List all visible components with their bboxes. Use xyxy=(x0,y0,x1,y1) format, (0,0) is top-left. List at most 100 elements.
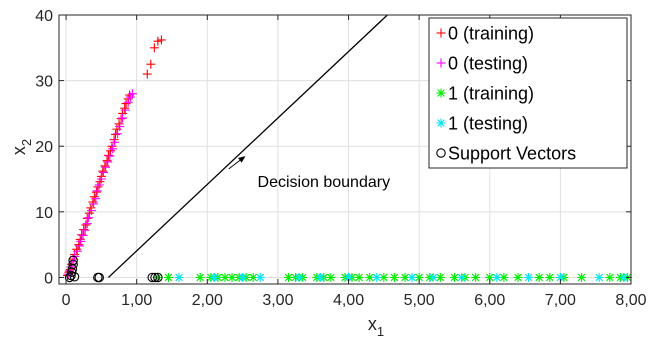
data-point xyxy=(123,97,133,107)
data-point xyxy=(82,219,92,229)
data-point xyxy=(91,194,101,204)
data-point xyxy=(255,272,265,282)
y-tick-label: 0 xyxy=(44,270,53,287)
data-point xyxy=(372,272,382,282)
data-point xyxy=(150,272,160,283)
data-point xyxy=(248,272,258,282)
annotations: Decision boundary xyxy=(228,156,391,191)
data-point xyxy=(147,272,157,283)
x-tick-label: 4,00 xyxy=(333,292,364,309)
data-point xyxy=(534,272,544,282)
data-point xyxy=(149,43,159,53)
x-tick-label: 0 xyxy=(62,292,71,309)
legend-item: 0 (testing) xyxy=(436,54,528,74)
data-point xyxy=(428,272,438,282)
data-point xyxy=(238,272,248,282)
data-point xyxy=(115,122,125,132)
legend-label: 0 (training) xyxy=(448,24,534,44)
data-point xyxy=(326,272,336,282)
data-point xyxy=(471,272,481,282)
data-point xyxy=(195,272,205,282)
data-point xyxy=(98,167,108,177)
annotation-label: Decision boundary xyxy=(258,174,391,191)
data-point xyxy=(389,272,399,282)
legend-box xyxy=(428,17,628,169)
x-tick-label: 7,00 xyxy=(545,292,576,309)
data-point xyxy=(74,241,84,251)
legend-marker xyxy=(436,28,446,38)
data-point xyxy=(77,230,87,240)
data-point xyxy=(379,272,389,282)
data-point xyxy=(407,272,417,282)
decision-boundary-line xyxy=(107,14,388,278)
x-tick-label: 1,00 xyxy=(121,292,152,309)
x-tick-label: 2,00 xyxy=(192,292,223,309)
axes xyxy=(58,14,632,285)
data-point xyxy=(78,230,88,240)
data-point xyxy=(113,129,123,139)
data-point xyxy=(156,35,166,45)
legend: 0 (training) 0 (testing) 1 (training) 1 (te… xyxy=(428,17,628,169)
data-point xyxy=(80,225,90,235)
data-point xyxy=(72,246,82,256)
data-point xyxy=(81,220,91,230)
x-tick-label: 8,00 xyxy=(615,292,646,309)
tick-labels: 0 1,00 2,00 3,00 4,00 5,00 6,00 7,00 8,00 0 10 20 30… xyxy=(35,8,646,309)
legend-marker xyxy=(436,118,446,128)
data-point xyxy=(102,156,112,166)
y-tick-label: 10 xyxy=(35,205,53,222)
x-axis-label: x1 xyxy=(368,314,384,339)
data-point xyxy=(110,129,120,139)
data-point xyxy=(108,144,118,154)
legend-label: 1 (testing) xyxy=(448,114,528,134)
data-point xyxy=(110,137,120,147)
data-point xyxy=(65,266,75,276)
legend-label: 1 (training) xyxy=(448,84,534,104)
x-tick-label: 3,00 xyxy=(262,292,293,309)
data-point xyxy=(86,206,96,216)
data-point xyxy=(209,272,219,282)
series-4 xyxy=(64,255,163,283)
data-point xyxy=(79,225,89,235)
data-point xyxy=(106,146,116,156)
x-tick-label: 5,00 xyxy=(404,292,435,309)
data-point xyxy=(94,272,105,283)
data-point xyxy=(64,272,75,283)
series-1 xyxy=(63,89,137,279)
legend-label: Support Vectors xyxy=(448,144,576,164)
x-tick-label: 6,00 xyxy=(474,292,505,309)
data-point xyxy=(457,272,467,282)
x-axis-label-subscript: 1 xyxy=(377,324,384,339)
data-point xyxy=(96,174,106,184)
annotation-arrow xyxy=(228,156,246,170)
data-point xyxy=(120,103,130,113)
data-point xyxy=(76,236,86,246)
data-point xyxy=(105,151,115,161)
y-tick-label: 40 xyxy=(35,8,53,25)
data-point xyxy=(92,186,102,196)
data-point xyxy=(69,272,80,282)
data-point xyxy=(513,272,523,282)
data-point xyxy=(492,272,502,282)
data-point xyxy=(315,272,325,282)
legend-item: 0 (training) xyxy=(436,24,534,44)
y-axis-label-subscript: 2 xyxy=(19,139,34,146)
data-point xyxy=(127,89,137,99)
data-point xyxy=(499,272,509,282)
legend-item: 1 (training) xyxy=(436,84,534,104)
series-3 xyxy=(174,272,629,282)
data-point xyxy=(93,182,103,192)
data-point xyxy=(545,272,555,282)
data-point xyxy=(524,272,534,282)
data-point xyxy=(163,272,173,282)
data-point xyxy=(555,272,565,282)
data-point xyxy=(118,113,128,123)
series-0 xyxy=(62,35,166,280)
data-point xyxy=(89,192,99,202)
data-point xyxy=(89,199,99,209)
legend-marker xyxy=(436,148,446,158)
data-point xyxy=(94,180,104,190)
y-tick-label: 30 xyxy=(35,74,53,91)
data-point xyxy=(116,114,126,124)
